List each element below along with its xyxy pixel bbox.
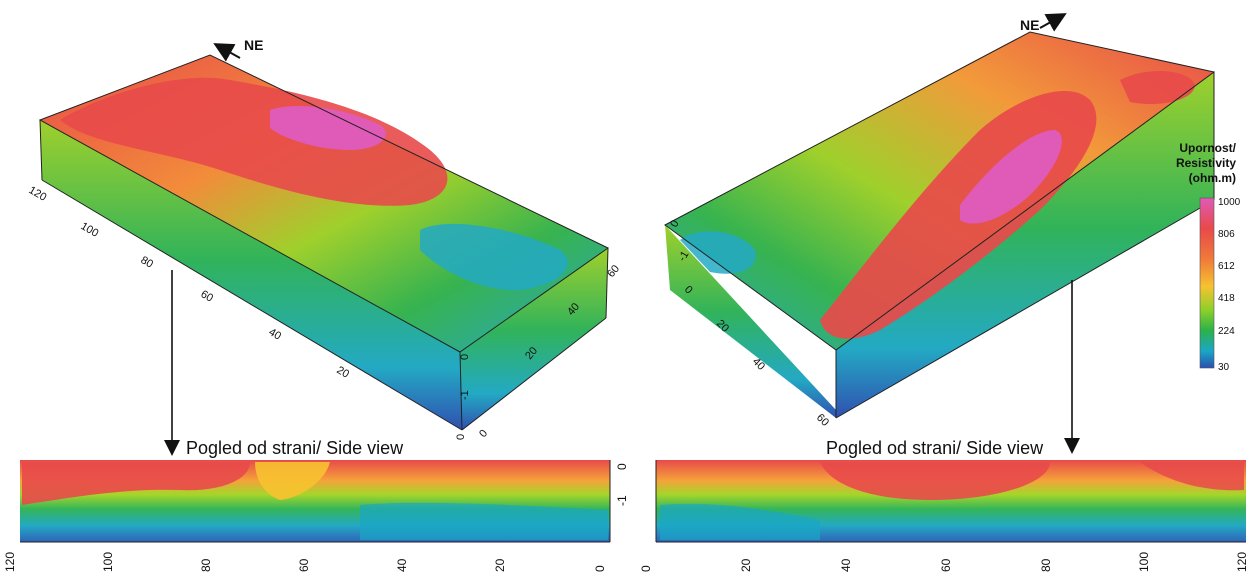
left-north-label: NE	[244, 37, 263, 53]
left-side-view-mid-zone	[255, 462, 330, 500]
left-length-tick: 80	[139, 254, 156, 271]
right-block-right-face	[836, 72, 1214, 418]
left-side-view: 120 100 80 60 40 20 0 0 -1	[3, 460, 629, 572]
left-side-x-tick: 40	[395, 558, 409, 572]
left-width-tick: 0	[477, 428, 490, 440]
right-side-x-tick: 80	[1039, 558, 1053, 572]
right-side-x-tick: 120	[1235, 552, 1249, 572]
right-length-tick: 60	[814, 412, 831, 429]
legend-tick: 806	[1218, 229, 1235, 240]
left-length-tick: 120	[27, 184, 49, 204]
right-side-view-east-zone	[1140, 462, 1244, 491]
right-side-x-tick: 20	[739, 558, 753, 572]
right-block-east-zone	[1120, 70, 1195, 105]
legend-title-line: Upornost/	[1179, 141, 1236, 155]
right-depth-tick: 0	[668, 218, 681, 229]
right-north-label: NE	[1020, 17, 1039, 33]
right-side-view-low-zone	[660, 503, 820, 540]
left-side-view-low-zone	[360, 502, 608, 540]
right-side-view-title: Pogled od strani/ Side view	[826, 438, 1044, 458]
right-block-peak-zone	[960, 130, 1062, 224]
left-block-right-face	[460, 248, 608, 430]
left-block-low-zone	[420, 223, 568, 291]
legend-title-line: (ohm.m)	[1189, 171, 1236, 185]
right-side-x-tick: 0	[639, 565, 653, 572]
legend-tick: 224	[1218, 326, 1235, 337]
left-length-tick: 40	[267, 326, 284, 343]
right-north-arrow	[1039, 13, 1067, 32]
legend-tick: 1000	[1218, 197, 1241, 208]
left-north-arrow	[213, 43, 241, 62]
left-side-y-tick: 0	[615, 463, 629, 470]
legend-colorbar	[1199, 197, 1215, 369]
left-side-x-tick: 0	[593, 565, 607, 572]
left-side-x-tick: 60	[297, 558, 311, 572]
left-side-x-tick: 80	[199, 558, 213, 572]
left-side-view-high-zone	[22, 462, 250, 505]
left-depth-tick: 0	[455, 434, 467, 440]
legend-title-line: Resistivity	[1176, 156, 1236, 170]
left-side-x-tick: 120	[3, 552, 17, 572]
left-3d-block: NE 120 100 80 60 40 20 60 40 20 0 0 -1 0	[27, 37, 623, 440]
right-side-view-high-zone	[820, 462, 1050, 500]
right-side-view: 0 20 40 60 80 100 120	[639, 460, 1249, 572]
right-side-x-tick: 60	[939, 558, 953, 572]
right-block-low-zone	[680, 231, 756, 274]
legend-tick: 30	[1218, 362, 1230, 373]
left-block-high-zone	[60, 77, 448, 206]
left-side-x-tick: 20	[493, 558, 507, 572]
right-side-x-tick: 40	[839, 558, 853, 572]
right-side-x-tick: 100	[1137, 552, 1151, 572]
left-depth-tick: -1	[459, 390, 471, 400]
left-side-x-tick: 100	[101, 552, 115, 572]
left-length-tick: 100	[79, 220, 101, 240]
right-block-front-face	[665, 225, 836, 418]
right-3d-block: NE 0 -1 0 20 40 60	[664, 13, 1216, 429]
left-side-y-tick: -1	[615, 495, 629, 506]
left-side-view-title: Pogled od strani/ Side view	[186, 438, 404, 458]
left-block-peak-zone	[270, 105, 386, 150]
left-depth-tick: 0	[459, 354, 471, 360]
left-block-front-face	[40, 120, 462, 430]
legend-tick: 418	[1218, 293, 1235, 304]
left-length-tick: 20	[335, 364, 352, 381]
legend-tick: 612	[1218, 261, 1235, 272]
left-length-tick: 60	[199, 288, 216, 305]
resistivity-legend: Upornost/ Resistivity (ohm.m) 1000 806 6…	[1176, 141, 1241, 373]
